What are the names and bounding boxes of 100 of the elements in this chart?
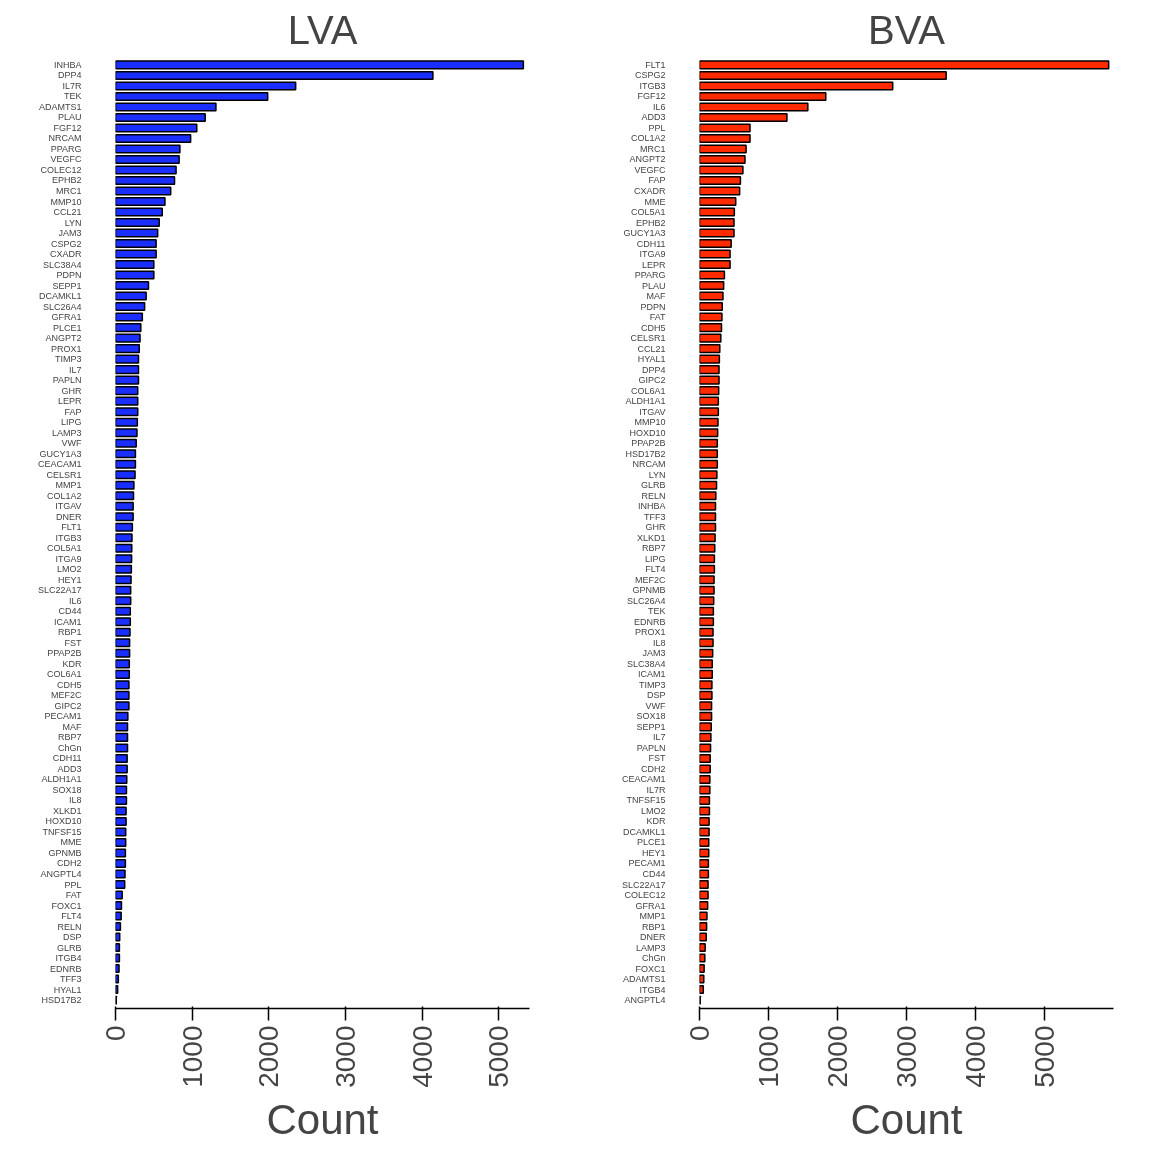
- y-tick-label: DSP: [646, 690, 666, 701]
- y-tick-label: NRCAM: [632, 459, 666, 470]
- y-tick-label: MAF: [646, 291, 666, 302]
- y-tick-label: MME: [644, 196, 666, 207]
- x-tick-label: 2000: [822, 1025, 853, 1088]
- y-tick-label: ICAM1: [637, 669, 666, 680]
- y-tick-label: VWF: [645, 700, 666, 711]
- y-tick-label: ITGA9: [639, 249, 666, 260]
- y-tick-label: PPARG: [50, 143, 82, 154]
- y-tick-label: FAT: [65, 890, 82, 901]
- y-tick-label: CDH2: [57, 858, 82, 869]
- y-tick-label: MAF: [62, 721, 82, 732]
- y-tick-label: SEPP1: [636, 721, 666, 732]
- y-tick-label: CEACAM1: [621, 774, 666, 785]
- y-tick-label: ALDH1A1: [41, 774, 82, 785]
- y-tick-label: IL8: [652, 637, 666, 648]
- y-tick-label: RBP1: [641, 921, 666, 932]
- chart-title: BVA: [867, 7, 946, 52]
- x-tick-label: 4000: [406, 1025, 438, 1088]
- y-tick-label: FOXC1: [51, 900, 82, 911]
- x-tick-label: 1000: [176, 1025, 208, 1088]
- y-tick-label: GPNMB: [48, 847, 82, 858]
- y-tick-label: PLCE1: [52, 322, 82, 333]
- y-tick-label: MMP1: [639, 911, 666, 922]
- y-tick-label: ITGB4: [639, 984, 666, 995]
- y-tick-label: CD44: [58, 606, 82, 617]
- y-tick-label: DNER: [640, 932, 666, 943]
- y-tick-label: FOXC1: [635, 963, 666, 974]
- y-tick-label: TEK: [648, 606, 666, 617]
- y-tick-label: TNFSF15: [42, 826, 82, 837]
- y-tick-label: DPP4: [57, 70, 82, 81]
- y-tick-label: ALDH1A1: [625, 396, 666, 407]
- y-tick-label: FAT: [649, 312, 666, 323]
- y-tick-label: CELSR1: [46, 469, 82, 480]
- y-tick-label: GIPC2: [638, 375, 666, 386]
- y-tick-label: GPNMB: [632, 585, 666, 596]
- y-tick-label: IL7: [68, 364, 82, 375]
- y-tick-label: TNFSF15: [626, 795, 666, 806]
- y-tick-label: CCL21: [637, 343, 666, 354]
- y-tick-label: CXADR: [50, 249, 82, 260]
- y-tick-label: VEGFC: [50, 154, 82, 165]
- y-tick-label: GUCY1A3: [623, 228, 666, 239]
- y-tick-label: DNER: [56, 511, 82, 522]
- y-tick-label: TFF3: [644, 511, 666, 522]
- y-tick-label: PAPLN: [52, 375, 82, 386]
- y-tick-label: ANGPT2: [45, 333, 82, 344]
- y-tick-label: SLC26A4: [626, 595, 666, 606]
- y-tick-label: PPL: [648, 122, 666, 133]
- y-tick-label: COL5A1: [630, 207, 666, 218]
- y-tick-label: HYAL1: [637, 354, 666, 365]
- y-tick-label: HEY1: [641, 847, 666, 858]
- y-tick-label: PROX1: [634, 627, 666, 638]
- y-tick-label: SOX18: [636, 711, 666, 722]
- y-tick-label: GHR: [61, 385, 82, 396]
- y-tick-label: LAMP3: [635, 942, 666, 953]
- y-tick-label: FLT1: [645, 59, 666, 70]
- y-tick-label: COLEC12: [624, 890, 666, 901]
- y-tick-label: LEPR: [641, 259, 666, 270]
- y-tick-label: DCAMKL1: [622, 826, 666, 837]
- y-tick-label: CDH5: [57, 679, 82, 690]
- y-tick-label: MEF2C: [51, 690, 82, 701]
- y-tick-label: ITGAV: [639, 406, 666, 417]
- y-tick-label: IL6: [68, 595, 82, 606]
- y-tick-label: ADD3: [57, 763, 82, 774]
- y-tick-label: COL1A2: [630, 133, 666, 144]
- x-tick-label: 5000: [1029, 1025, 1060, 1088]
- y-tick-label: ANGPT2: [629, 154, 666, 165]
- y-tick-label: ChGn: [57, 742, 82, 753]
- y-tick-label: EDNRB: [50, 963, 82, 974]
- y-tick-label: GLRB: [640, 480, 666, 491]
- y-tick-label: DSP: [62, 932, 82, 943]
- y-tick-label: COL6A1: [630, 385, 666, 396]
- y-tick-label: NRCAM: [48, 133, 82, 144]
- y-tick-label: MMP10: [50, 196, 82, 207]
- y-tick-label: DPP4: [641, 364, 666, 375]
- y-tick-label: COL6A1: [46, 669, 82, 680]
- y-tick-label: TFF3: [60, 974, 82, 985]
- y-tick-label: KDR: [646, 816, 666, 827]
- x-tick-label: 3000: [330, 1025, 361, 1088]
- y-tick-label: FLT4: [645, 564, 666, 575]
- y-tick-label: PDPN: [56, 270, 82, 281]
- x-axis-title: Count: [850, 1095, 963, 1143]
- y-tick-label: SEPP1: [52, 280, 82, 291]
- y-tick-label: LIPG: [644, 553, 666, 564]
- y-tick-label: CELSR1: [630, 333, 666, 344]
- y-tick-label: HSD17B2: [625, 448, 666, 459]
- bar: [699, 60, 1110, 70]
- y-tick-label: ADAMTS1: [38, 101, 82, 112]
- y-tick-label: LYN: [64, 217, 82, 228]
- y-tick-label: MME: [60, 837, 82, 848]
- y-tick-label: LMO2: [640, 805, 666, 816]
- y-tick-label: ICAM1: [53, 616, 82, 627]
- y-tick-label: INHBA: [637, 501, 666, 512]
- y-tick-label: ITGB3: [55, 532, 82, 543]
- y-tick-label: PLAU: [641, 280, 666, 291]
- x-tick-label: 3000: [891, 1025, 922, 1088]
- y-tick-label: COL5A1: [46, 543, 82, 554]
- y-tick-label: CXADR: [634, 186, 666, 196]
- y-tick-label: FAP: [648, 175, 666, 186]
- y-tick-label: FLT4: [61, 911, 82, 922]
